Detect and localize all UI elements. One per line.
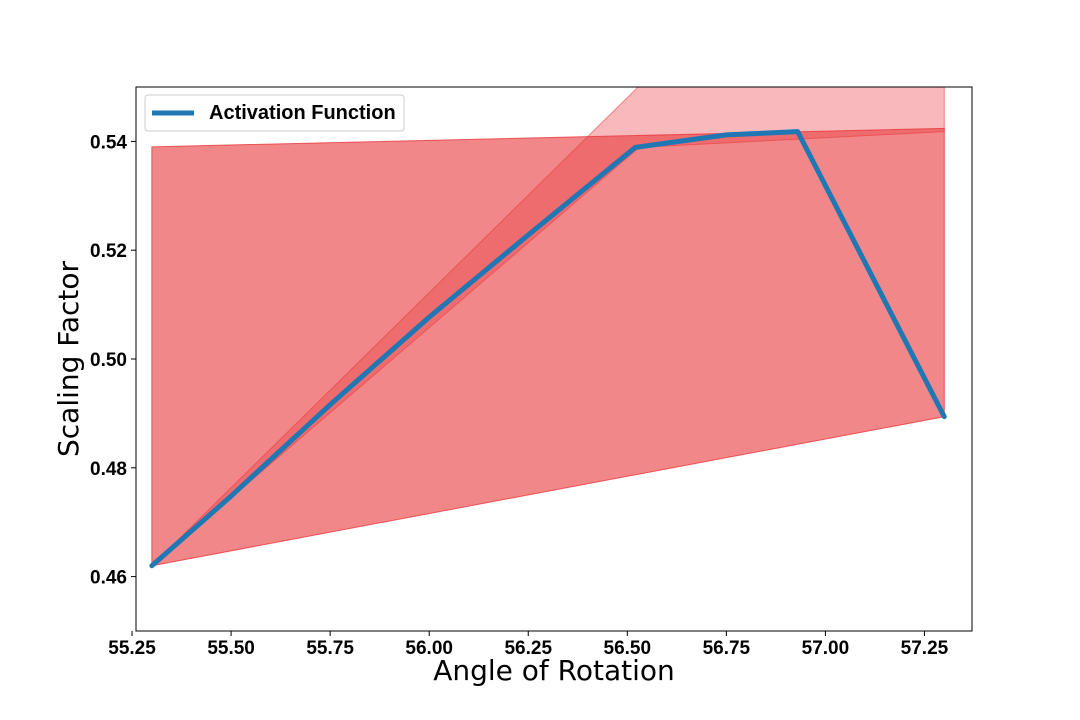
x-tick-label: 56.25 [504, 638, 552, 659]
x-tick-label: 57.00 [802, 638, 850, 659]
x-tick-label: 55.25 [108, 638, 156, 659]
legend-box [144, 94, 405, 132]
x-tick-label: 57.25 [901, 638, 949, 659]
series-lines [149, 129, 947, 569]
y-axis-ticks: 0.46 0.48 0.50 0.52 0.54 [90, 132, 136, 589]
confidence-bands [151, 87, 945, 567]
series-line-1 [149, 129, 947, 569]
x-axis-label: Angle of Rotation [433, 654, 675, 687]
y-tick-label: 0.48 [90, 459, 127, 480]
y-tick-label: 0.46 [90, 568, 127, 589]
y-tick-label: 0.50 [90, 350, 127, 371]
x-tick-label: 55.50 [207, 638, 255, 659]
y-tick-label: 0.52 [90, 241, 127, 262]
x-tick-label: 56.75 [703, 638, 751, 659]
x-tick-label: 56.50 [604, 638, 652, 659]
legend: Activation Function [144, 94, 405, 132]
x-tick-label: 55.75 [306, 638, 354, 659]
x-tick-label: 56.00 [405, 638, 453, 659]
y-axis-label: Scaling Factor [52, 261, 85, 458]
legend-label-activation-function: Activation Function [209, 102, 396, 124]
x-axis-ticks: 55.25 55.50 55.75 56.00 56.25 56.50 56.75 57.00… [108, 631, 949, 659]
y-tick-label: 0.54 [90, 132, 127, 153]
